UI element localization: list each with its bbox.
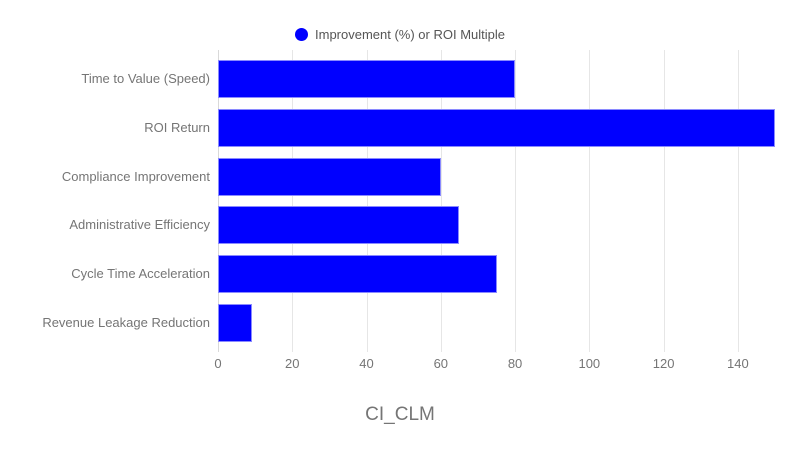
y-axis-label-administrative-efficiency: Administrative Efficiency (69, 217, 210, 233)
gridline-0 (218, 50, 219, 352)
y-axis-label-revenue-leakage-reduction: Revenue Leakage Reduction (42, 314, 210, 330)
gridline-60 (440, 50, 442, 352)
y-axis-label-cycle-time-acceleration: Cycle Time Acceleration (71, 266, 210, 281)
bar-cycle-time-acceleration[interactable] (218, 255, 497, 293)
x-tick-label-0: 0 (214, 356, 222, 371)
bar-roi-return[interactable] (218, 109, 775, 147)
x-tick-label-120: 120 (652, 356, 675, 371)
bar-compliance-improvement[interactable] (218, 157, 441, 196)
x-tick-label-40: 40 (359, 356, 374, 371)
x-tick-label-100: 100 (578, 356, 601, 371)
chart-title: CI_CLM (365, 404, 435, 425)
gridline-80 (515, 50, 517, 352)
x-tick-label-60: 60 (433, 356, 449, 371)
y-axis-label-roi-return: ROI Return (144, 120, 210, 135)
bar-time-to-value-speed[interactable] (218, 60, 515, 99)
x-tick-label-140: 140 (727, 356, 749, 371)
legend: Improvement (%) or ROI Multiple (0, 26, 800, 42)
x-tick-label-80: 80 (507, 356, 523, 371)
gridline-140 (737, 50, 739, 352)
gridline-40 (366, 50, 368, 352)
gridline-100 (589, 50, 591, 352)
x-tick-label-20: 20 (285, 356, 300, 371)
gridline-120 (663, 50, 665, 352)
gridline-20 (292, 50, 294, 352)
bar-administrative-efficiency[interactable] (218, 206, 459, 245)
bar-revenue-leakage-reduction[interactable] (218, 303, 252, 342)
legend-marker-icon (295, 27, 308, 41)
y-axis-label-time-to-value-speed: Time to Value (Speed) (81, 71, 210, 87)
y-axis-label-compliance-improvement: Compliance Improvement (61, 168, 210, 184)
legend-label: Improvement (%) or ROI Multiple (315, 26, 505, 42)
